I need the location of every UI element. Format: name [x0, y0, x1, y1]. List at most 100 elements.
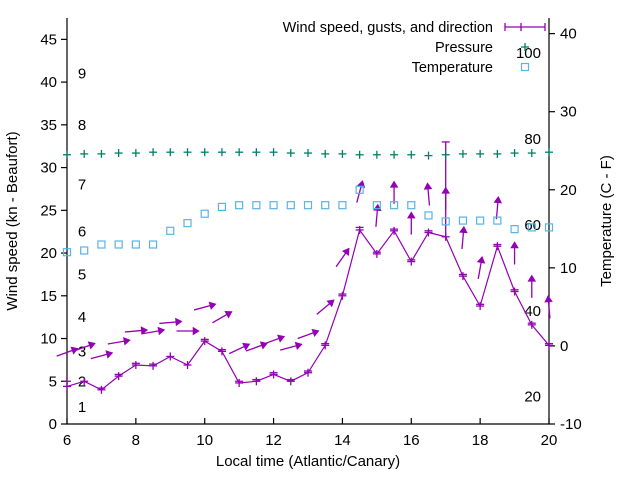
fahrenheit-label: 80 — [524, 131, 541, 148]
y-tick-label: 35 — [40, 117, 57, 134]
wind-direction-arrowhead — [510, 241, 519, 249]
wind-direction-arrowhead — [277, 334, 286, 343]
wind-direction-arrowhead — [326, 299, 335, 308]
beaufort-label: 3 — [78, 343, 86, 360]
legend-label: Temperature — [412, 60, 493, 76]
temperature-point — [527, 223, 536, 232]
temperature-point — [493, 216, 502, 225]
wind-direction-arrowhead — [527, 274, 537, 282]
beaufort-label: 4 — [78, 309, 86, 326]
wind-direction-arrowhead — [294, 341, 303, 351]
temperature-point — [97, 240, 106, 249]
wind-direction-arrowhead — [459, 225, 468, 234]
temperature-point — [200, 209, 209, 218]
y-tick-label: 15 — [40, 288, 57, 305]
temperature-point — [166, 226, 175, 235]
beaufort-label: 8 — [78, 117, 86, 134]
temperature-point — [148, 240, 158, 249]
y2-axis-title: Temperature (C - F) — [598, 155, 615, 287]
wind-direction-arrowhead — [373, 203, 382, 212]
y-tick-label: 30 — [40, 160, 57, 177]
axis-titles: Local time (Atlantic/Canary) Wind speed (… — [4, 131, 615, 470]
temperature-point — [389, 201, 399, 210]
beaufort-label: 6 — [78, 224, 86, 241]
legend-label: Pressure — [435, 40, 493, 56]
legend-marker-temperature — [520, 62, 530, 72]
temperature-point — [217, 202, 227, 211]
temperature-point — [510, 225, 519, 234]
x-tick-label: 20 — [541, 432, 558, 449]
wind-direction-arrowhead — [423, 182, 433, 190]
wind-direction-arrowhead — [476, 255, 486, 264]
chart-legend: Wind speed, gusts, and direction Pressure… — [283, 20, 546, 76]
x-axis-title: Local time (Atlantic/Canary) — [216, 453, 400, 470]
y-tick-label: 0 — [49, 416, 57, 433]
temperature-point — [252, 201, 261, 210]
x-tick-label: 18 — [472, 432, 489, 449]
y-tick-label: 25 — [40, 202, 57, 219]
wind-direction-arrowhead — [192, 326, 200, 336]
y2-tick-label: 40 — [560, 26, 577, 43]
fahrenheit-label: 20 — [524, 389, 541, 406]
temperature-point — [286, 201, 295, 210]
y-tick-label: 40 — [40, 74, 57, 91]
x-tick-label: 14 — [334, 432, 351, 449]
wind-direction-arrowhead — [242, 342, 251, 351]
wind-direction-arrowhead — [175, 317, 183, 327]
wind-direction-arrowhead — [493, 196, 503, 204]
temperature-point — [80, 246, 89, 255]
y2-tick-label: 10 — [560, 260, 577, 277]
x-tick-label: 6 — [63, 432, 71, 449]
wind-direction-arrowhead — [441, 186, 451, 194]
y2-tick-label: 30 — [560, 104, 577, 121]
wind-direction-arrowhead — [544, 295, 553, 303]
wind-direction-arrowhead — [105, 350, 114, 359]
x-tick-label: 10 — [196, 432, 213, 449]
wind-direction-arrowhead — [87, 341, 96, 350]
temperature-point — [407, 201, 416, 210]
temperature-point — [303, 201, 313, 210]
wind-direction-arrowhead — [311, 328, 320, 337]
beaufort-label: 5 — [78, 266, 86, 283]
y-tick-label: 45 — [40, 31, 57, 48]
temperature-point — [441, 217, 450, 226]
wind-direction-arrowhead — [406, 211, 416, 219]
plot-border — [66, 18, 550, 425]
temperature-point — [114, 240, 123, 249]
temperature-point — [235, 201, 244, 210]
legend-label: Wind speed, gusts, and direction — [283, 20, 493, 36]
x-tick-label: 12 — [265, 432, 282, 449]
y-axis-title: Wind speed (kn - Beaufort) — [4, 131, 21, 310]
temperature-point — [62, 248, 72, 257]
fahrenheit-label: 100 — [516, 45, 541, 62]
y-tick-label: 5 — [49, 373, 57, 390]
beaufort-label: 7 — [78, 177, 86, 194]
beaufort-label: 9 — [78, 66, 86, 83]
wind-direction-arrowhead — [140, 326, 149, 335]
y2-tick-label: -10 — [560, 416, 582, 433]
temperature-point — [183, 219, 192, 228]
x-tick-label: 16 — [403, 432, 420, 449]
temperature-point — [544, 223, 554, 232]
data-series-layer — [56, 141, 554, 394]
temperature-point — [338, 201, 347, 210]
temperature-point — [355, 185, 364, 194]
y2-tick-label: 20 — [560, 182, 577, 199]
y-tick-label: 20 — [40, 245, 57, 262]
x-tick-label: 8 — [132, 432, 140, 449]
temperature-point — [372, 201, 381, 210]
temperature-point — [321, 201, 330, 210]
wind-speed-line — [66, 228, 550, 391]
y2-tick-label: 0 — [560, 338, 568, 355]
temperature-point — [269, 201, 278, 210]
wind-direction-arrowhead — [389, 180, 399, 188]
wind-direction-arrowhead — [208, 301, 217, 310]
temperature-point — [131, 240, 140, 249]
wind-direction-arrowhead — [341, 247, 350, 256]
temperature-point — [424, 211, 433, 220]
temperature-point — [458, 216, 468, 225]
